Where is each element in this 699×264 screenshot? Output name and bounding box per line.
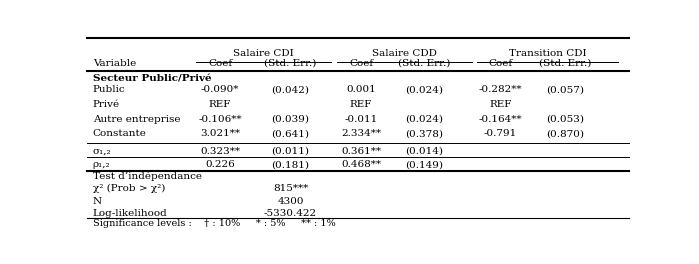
Text: Autre entreprise: Autre entreprise xyxy=(93,115,180,124)
Text: (0.042): (0.042) xyxy=(271,85,310,94)
Text: (0.641): (0.641) xyxy=(271,129,310,138)
Text: 0.001: 0.001 xyxy=(346,85,376,94)
Text: 0.468**: 0.468** xyxy=(341,160,381,169)
Text: (0.181): (0.181) xyxy=(271,160,310,169)
Text: (0.014): (0.014) xyxy=(405,147,443,155)
Text: -0.164**: -0.164** xyxy=(478,115,522,124)
Text: (Std. Err.): (Std. Err.) xyxy=(539,59,591,68)
Text: (0.870): (0.870) xyxy=(546,129,584,138)
Text: Privé: Privé xyxy=(93,100,120,109)
Text: (0.011): (0.011) xyxy=(271,147,310,155)
Text: Log-likelihood: Log-likelihood xyxy=(93,209,168,218)
Text: REF: REF xyxy=(350,100,372,109)
Text: (0.378): (0.378) xyxy=(405,129,443,138)
Text: Secteur Public/Privé: Secteur Public/Privé xyxy=(93,74,211,83)
Text: (0.149): (0.149) xyxy=(405,160,443,169)
Text: σ₁,₂: σ₁,₂ xyxy=(93,147,111,155)
Text: Salaire CDD: Salaire CDD xyxy=(372,49,437,58)
Text: Coef: Coef xyxy=(208,59,232,68)
Text: Coef: Coef xyxy=(488,59,512,68)
Text: Test d’indépendance: Test d’indépendance xyxy=(93,172,202,181)
Text: Significance levels :    † : 10%     * : 5%     ** : 1%: Significance levels : † : 10% * : 5% ** … xyxy=(93,219,336,228)
Text: REF: REF xyxy=(489,100,512,109)
Text: (0.053): (0.053) xyxy=(546,115,584,124)
Text: (0.024): (0.024) xyxy=(405,115,443,124)
Text: Coef: Coef xyxy=(349,59,373,68)
Text: -0.106**: -0.106** xyxy=(199,115,242,124)
Text: -0.282**: -0.282** xyxy=(478,85,522,94)
Text: Public: Public xyxy=(93,85,125,94)
Text: ρ₁,₂: ρ₁,₂ xyxy=(93,160,110,169)
Text: -5330.422: -5330.422 xyxy=(264,209,317,218)
Text: 0.323**: 0.323** xyxy=(200,147,240,155)
Text: (Std. Err.): (Std. Err.) xyxy=(398,59,451,68)
Text: -0.090*: -0.090* xyxy=(201,85,239,94)
Text: 815***: 815*** xyxy=(273,184,308,193)
Text: 0.226: 0.226 xyxy=(206,160,235,169)
Text: Salaire CDI: Salaire CDI xyxy=(233,49,294,58)
Text: (0.024): (0.024) xyxy=(405,85,443,94)
Text: (0.039): (0.039) xyxy=(271,115,310,124)
Text: (0.057): (0.057) xyxy=(546,85,584,94)
Text: 4300: 4300 xyxy=(278,196,304,205)
Text: 0.361**: 0.361** xyxy=(341,147,381,155)
Text: 2.334**: 2.334** xyxy=(341,129,381,138)
Text: -0.011: -0.011 xyxy=(345,115,377,124)
Text: -0.791: -0.791 xyxy=(484,129,517,138)
Text: Variable: Variable xyxy=(93,59,136,68)
Text: (Std. Err.): (Std. Err.) xyxy=(264,59,317,68)
Text: N: N xyxy=(93,196,102,205)
Text: Transition CDI: Transition CDI xyxy=(509,49,586,58)
Text: 3.021**: 3.021** xyxy=(200,129,240,138)
Text: χ² (Prob > χ²): χ² (Prob > χ²) xyxy=(93,184,165,193)
Text: Constante: Constante xyxy=(93,129,147,138)
Text: REF: REF xyxy=(209,100,231,109)
